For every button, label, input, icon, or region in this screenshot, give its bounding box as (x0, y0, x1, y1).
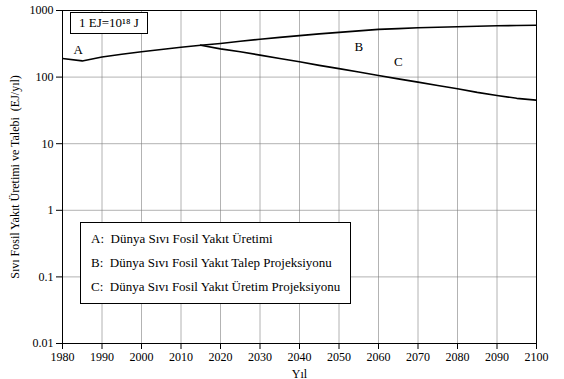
svg-text:2040: 2040 (288, 350, 312, 364)
svg-text:2020: 2020 (209, 350, 233, 364)
svg-text:0.01: 0.01 (33, 336, 54, 350)
svg-text:A: A (74, 42, 84, 57)
svg-text:2060: 2060 (367, 350, 391, 364)
svg-text:Yıl: Yıl (292, 367, 308, 379)
svg-text:2100: 2100 (525, 350, 549, 364)
html-text:A: Dünya Sıvı Fosil Yakıt Üret: A: Dünya Sıvı Fosil Yakıt Üretimi (91, 231, 273, 246)
svg-text:1990: 1990 (90, 350, 114, 364)
svg-text:100: 100 (36, 70, 54, 84)
svg-text:10: 10 (42, 137, 54, 151)
svg-text:2000: 2000 (130, 350, 154, 364)
svg-text:2070: 2070 (406, 350, 430, 364)
svg-text:1980: 1980 (51, 350, 75, 364)
html-text:1 EJ=10¹⁸ J: 1 EJ=10¹⁸ J (79, 15, 139, 30)
svg-text:2090: 2090 (485, 350, 509, 364)
html-text:C: Dünya Sıvı Fosil Yakıt Üret: C: Dünya Sıvı Fosil Yakıt Üretim Projeks… (91, 279, 341, 294)
svg-text:2030: 2030 (248, 350, 272, 364)
svg-text:2080: 2080 (446, 350, 470, 364)
svg-text:0.1: 0.1 (39, 270, 54, 284)
svg-text:B: B (354, 39, 363, 54)
html-text:B: Dünya Sıvı Fosil Yakıt Tale: B: Dünya Sıvı Fosil Yakıt Talep Projeksi… (91, 255, 332, 270)
svg-text:1000: 1000 (30, 3, 54, 17)
svg-text:2050: 2050 (327, 350, 351, 364)
svg-text:Sıvı Fosil Yakıt Üretimi ve Ta: Sıvı Fosil Yakıt Üretimi ve Talebi (EJ/y… (8, 75, 22, 279)
svg-text:C: C (394, 54, 403, 69)
svg-text:1: 1 (48, 203, 54, 217)
svg-text:2010: 2010 (169, 350, 193, 364)
